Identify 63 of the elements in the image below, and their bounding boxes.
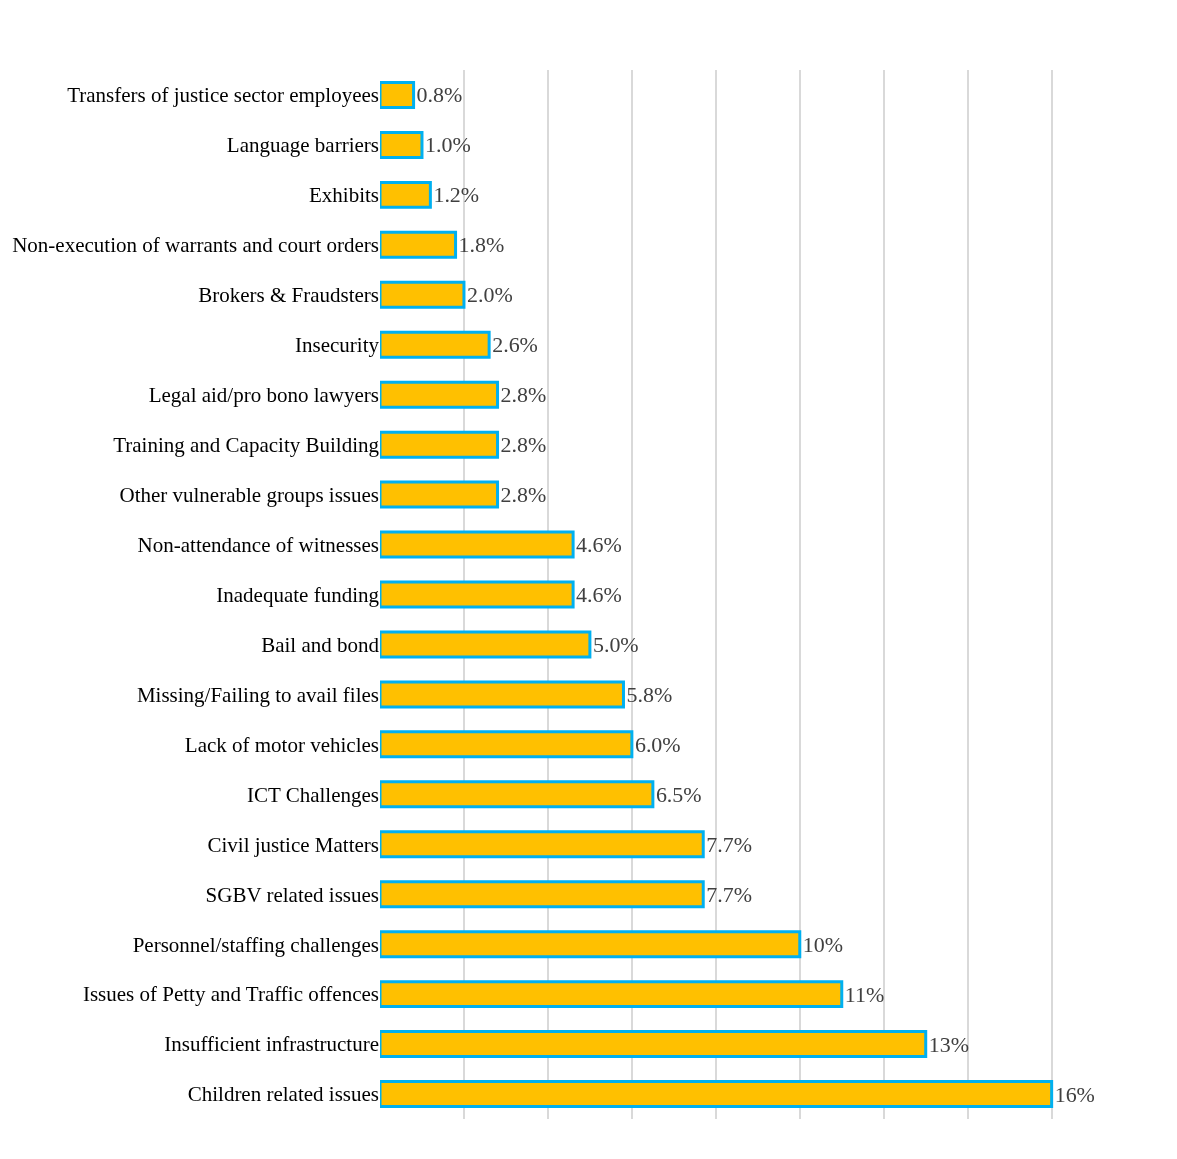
data-label: 5.8% <box>626 681 673 707</box>
y-tick-label: Insecurity <box>295 333 380 358</box>
y-tick-label: Training and Capacity Building <box>113 432 380 457</box>
data-label: 1.2% <box>433 182 480 208</box>
bar <box>380 330 491 359</box>
bar <box>380 930 802 959</box>
y-tick-label: Insufficient infrastructure <box>164 1032 379 1057</box>
y-tick-label: ICT Challenges <box>246 782 379 807</box>
y-tick-label: Issues of Petty and Traffic offences <box>82 982 379 1007</box>
bar <box>380 1030 928 1059</box>
y-tick-label: Transfers of justice sector employees <box>67 83 379 108</box>
data-label: 6.5% <box>655 781 702 807</box>
bar <box>380 780 655 809</box>
y-tick-label: Personnel/staffing challenges <box>132 932 379 957</box>
bar <box>380 130 424 159</box>
bar <box>380 680 625 709</box>
data-label: 2.8% <box>500 382 547 408</box>
y-tick-label: Non-attendance of witnesses <box>137 532 379 557</box>
y-tick-label: Children related issues <box>187 1082 379 1107</box>
y-tick-label: Civil justice Matters <box>207 832 379 857</box>
data-label: 13% <box>928 1031 970 1057</box>
data-label: 0.8% <box>416 82 463 108</box>
bar <box>380 180 432 209</box>
bar <box>380 880 705 909</box>
data-label: 1.0% <box>424 132 471 158</box>
bar <box>380 380 500 409</box>
bar <box>380 580 575 609</box>
bar <box>380 830 705 859</box>
bar <box>380 430 500 459</box>
y-tick-label: Brokers & Fraudsters <box>198 283 379 308</box>
bar <box>380 980 844 1009</box>
data-label: 10% <box>802 931 844 957</box>
bar <box>380 280 466 309</box>
data-label: 7.7% <box>706 881 752 907</box>
data-label: 4.6% <box>576 532 622 558</box>
y-tick-label: Exhibits <box>308 183 379 208</box>
bar <box>380 80 416 109</box>
data-label: 1.8% <box>458 232 505 258</box>
data-label: 4.6% <box>576 581 622 607</box>
y-tick-label: Missing/Failing to avail files <box>136 682 379 707</box>
data-label: 5.0% <box>592 631 639 657</box>
y-tick-label: Non-execution of warrants and court orders <box>12 233 379 258</box>
bar <box>380 1080 1054 1109</box>
bar <box>380 480 500 509</box>
y-tick-label: Inadequate funding <box>216 582 380 607</box>
bar <box>380 630 592 659</box>
bar <box>380 730 634 759</box>
data-label: 2.8% <box>500 432 547 458</box>
y-tick-label: Bail and bond <box>261 632 380 657</box>
data-label: 2.0% <box>466 282 513 308</box>
y-tick-label: Lack of motor vehicles <box>184 732 379 757</box>
y-tick-label: Language barriers <box>226 133 379 158</box>
y-tick-label: Other vulnerable groups issues <box>119 482 379 507</box>
y-tick-label: SGBV related issues <box>205 882 379 907</box>
bar <box>380 530 575 559</box>
data-label: 2.6% <box>492 332 538 358</box>
bar <box>380 230 458 259</box>
data-label: 16% <box>1054 1081 1095 1107</box>
data-label: 11% <box>844 981 885 1007</box>
data-label: 6.0% <box>634 731 681 757</box>
data-label: 2.8% <box>500 482 547 508</box>
data-label: 7.7% <box>706 831 753 857</box>
y-tick-label: Legal aid/pro bono lawyers <box>148 383 379 408</box>
